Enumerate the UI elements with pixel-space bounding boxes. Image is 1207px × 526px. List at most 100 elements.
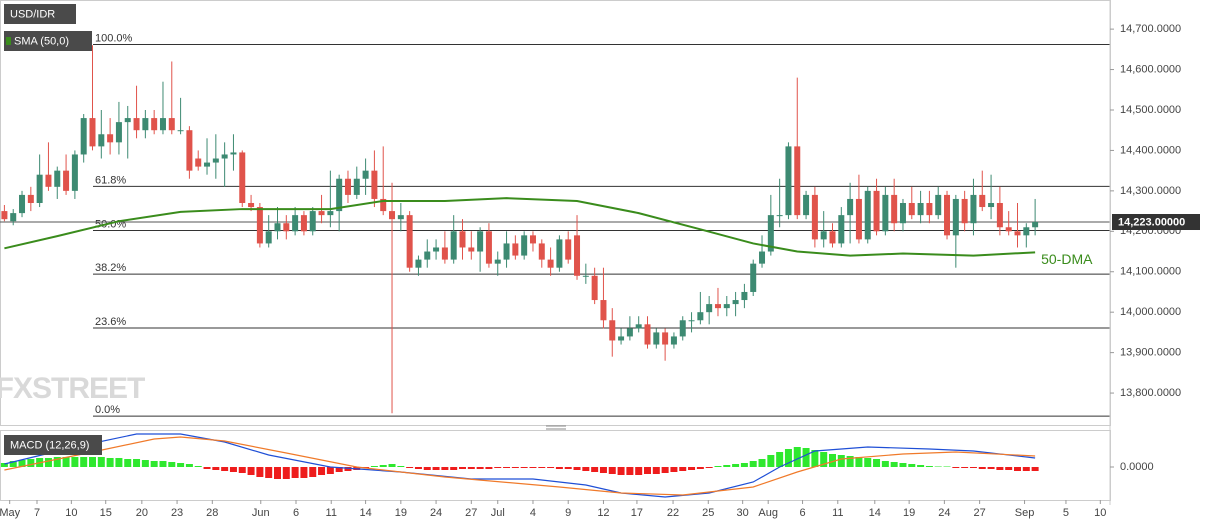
- candle-body: [741, 291, 748, 301]
- histogram-bar: [185, 464, 193, 467]
- x-tick-label: 17: [631, 507, 643, 519]
- y-tick-label: 0.0000: [1120, 461, 1154, 473]
- histogram-bar: [441, 467, 449, 470]
- histogram-bar: [917, 465, 925, 467]
- y-tick-label: 14,400.0000: [1120, 144, 1181, 156]
- histogram-bar: [1031, 467, 1039, 471]
- x-tick-label: 9: [565, 507, 571, 519]
- histogram-bar: [344, 467, 352, 471]
- histogram-bar: [247, 467, 255, 475]
- macd-line: [4, 433, 1036, 498]
- fib-label: 38.2%: [95, 262, 126, 274]
- histogram-bar: [309, 467, 317, 477]
- candle-body: [221, 154, 228, 159]
- ma-label: 50-DMA: [1041, 251, 1093, 267]
- candle-body: [679, 320, 686, 337]
- candle-body: [485, 231, 492, 264]
- candle-body: [811, 194, 818, 240]
- candle-body: [397, 215, 404, 220]
- histogram-bar: [406, 467, 414, 468]
- fib-label: 23.6%: [95, 316, 126, 328]
- candle-body: [45, 174, 52, 187]
- histogram-bar: [996, 467, 1004, 470]
- histogram-bar: [608, 467, 616, 474]
- histogram-bar: [256, 467, 264, 477]
- candle-body: [996, 202, 1003, 228]
- candle-body: [882, 194, 889, 232]
- candle-body: [63, 170, 70, 191]
- candle-body: [565, 239, 572, 260]
- histogram-bar: [740, 463, 748, 467]
- fib-label: 61.8%: [95, 174, 126, 186]
- histogram-bar: [573, 467, 581, 470]
- candle-body: [714, 304, 721, 309]
- candle-body: [468, 247, 475, 252]
- candle-body: [406, 215, 413, 268]
- x-tick-label: 6: [293, 507, 299, 519]
- candle-body: [151, 118, 158, 131]
- candle-body: [353, 178, 360, 195]
- macd-title-box: [4, 435, 102, 455]
- candle-body: [107, 134, 114, 143]
- ma-line: [4, 197, 1036, 257]
- histogram-bar: [784, 449, 792, 467]
- candle-body: [961, 198, 968, 224]
- candle-body: [115, 122, 122, 143]
- candle-body: [133, 118, 140, 131]
- candle-body: [477, 231, 484, 252]
- x-tick-label: 23: [171, 507, 183, 519]
- candle-body: [89, 118, 96, 147]
- x-tick-label: 22: [667, 507, 679, 519]
- candle-body: [970, 194, 977, 224]
- candle-body: [635, 324, 642, 329]
- histogram-bar: [476, 467, 484, 469]
- histogram-bar: [820, 452, 828, 467]
- candle-body: [944, 194, 951, 236]
- candle-body: [820, 231, 827, 240]
- histogram-bar: [150, 461, 158, 467]
- histogram-bar: [943, 466, 951, 467]
- x-tick-label: 12: [597, 507, 609, 519]
- candle-body: [582, 275, 589, 277]
- histogram-bar: [71, 457, 79, 467]
- histogram-bar: [238, 467, 246, 473]
- histogram-bar: [326, 467, 334, 474]
- histogram-bar: [379, 465, 387, 467]
- x-tick-label: 19: [395, 507, 407, 519]
- candle-body: [732, 300, 739, 305]
- histogram-bar: [767, 455, 775, 467]
- x-tick-label: 5: [1063, 507, 1069, 519]
- candle-body: [503, 243, 510, 260]
- histogram-bar: [890, 462, 898, 467]
- histogram-bar: [282, 467, 290, 479]
- y-tick-label: 14,600.0000: [1120, 63, 1181, 75]
- candle-body: [979, 194, 986, 208]
- histogram-bar: [97, 457, 105, 467]
- y-tick-label: 13,900.0000: [1120, 347, 1181, 359]
- candle-body: [344, 178, 351, 195]
- candle-body: [265, 231, 272, 244]
- candle-body: [538, 243, 545, 260]
- candle-body: [838, 215, 845, 244]
- candle-body: [706, 304, 713, 313]
- histogram-bar: [229, 467, 237, 472]
- x-tick-label: 10: [1094, 507, 1106, 519]
- watermark: FXSTREET: [0, 372, 145, 405]
- histogram-bar: [397, 466, 405, 467]
- histogram-bar: [221, 467, 229, 471]
- histogram-bar: [978, 467, 986, 469]
- histogram-bar: [9, 461, 17, 467]
- y-tick-label: 14,300.0000: [1120, 185, 1181, 197]
- histogram-bar: [723, 465, 731, 467]
- histogram-bar: [115, 458, 123, 467]
- candle-body: [380, 198, 387, 212]
- candle-body: [27, 194, 34, 203]
- x-tick-label: 19: [903, 507, 915, 519]
- histogram-bar: [652, 467, 660, 474]
- histogram-bar: [547, 467, 555, 468]
- candle-body: [19, 194, 26, 214]
- indicator-label: SMA (50,0): [14, 35, 69, 47]
- candle-body: [318, 211, 325, 216]
- y-tick-label: 14,700.0000: [1120, 23, 1181, 35]
- x-tick-label: Jul: [491, 507, 505, 519]
